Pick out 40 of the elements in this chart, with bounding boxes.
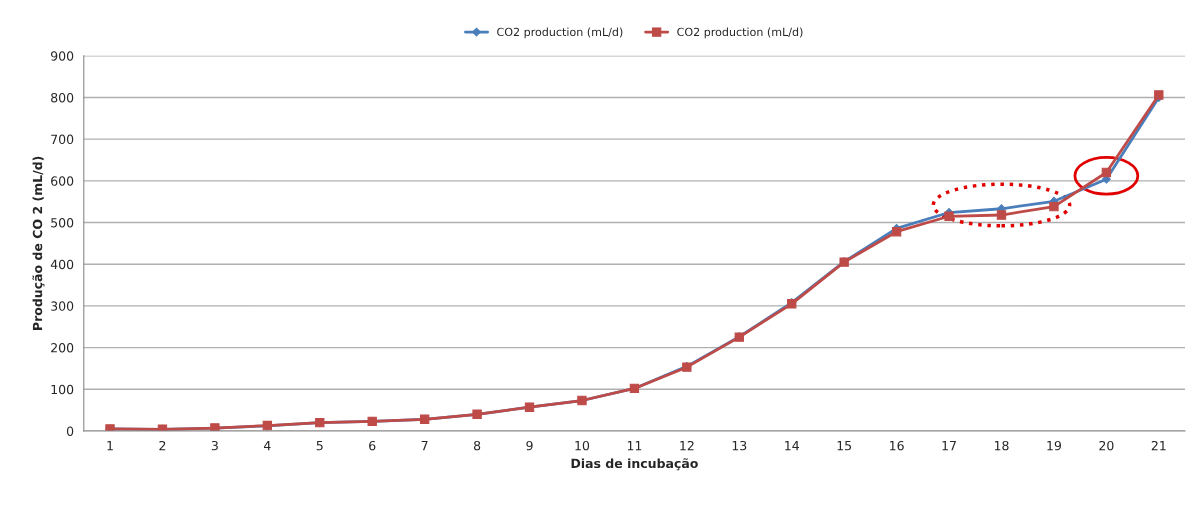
- x-tick-label: 5: [316, 441, 323, 451]
- x-tick-label: 3: [211, 440, 218, 451]
- x-axis-title: Dias de incubação: [571, 458, 698, 471]
- point: [1101, 167, 1112, 178]
- y-tick-label: 800: [51, 92, 74, 103]
- x-tick-label: 14: [785, 441, 799, 451]
- x-tick-label: 2: [159, 440, 166, 451]
- x-tick-label: 11: [627, 441, 642, 451]
- x-tick-label: 19: [1047, 440, 1061, 451]
- y-tick-label: 300: [51, 301, 74, 311]
- legend-label: CO2 production (mL/d): [497, 27, 623, 39]
- x-tick-label: 4: [263, 441, 271, 451]
- y-axis-title: Produção de CO 2 (mL/d): [32, 156, 45, 330]
- x-tick-label: 18: [994, 440, 1009, 451]
- point: [996, 210, 1007, 220]
- y-tick-label: 200: [51, 343, 74, 353]
- y-tick-label: 100: [51, 384, 74, 395]
- x-tick-label: 21: [1151, 440, 1166, 451]
- x-tick-label: 16: [890, 440, 904, 451]
- x-tick-label: 10: [575, 440, 590, 451]
- x-tick-label: 13: [732, 440, 747, 451]
- x-tick-label: 9: [526, 440, 533, 451]
- y-tick-label: 400: [50, 259, 74, 270]
- y-tick-label: 0: [66, 426, 74, 436]
- point: [891, 227, 902, 237]
- y-tick-label: 600: [51, 176, 74, 186]
- y-tick-label: 700: [51, 134, 74, 145]
- y-tick-label: 900: [51, 51, 74, 61]
- x-tick-label: 1: [107, 441, 113, 451]
- point: [944, 211, 954, 221]
- x-tick-label: 17: [942, 441, 956, 451]
- legend-label: CO2 production (mL/d): [677, 27, 803, 39]
- y-tick-label: 500: [51, 217, 74, 228]
- x-tick-label: 20: [1099, 440, 1114, 451]
- x-tick-label: 8: [473, 440, 481, 451]
- x-tick-label: 7: [421, 441, 428, 451]
- x-tick-label: 12: [680, 440, 694, 451]
- x-tick-label: 6: [369, 440, 376, 451]
- x-tick-label: 15: [837, 441, 852, 451]
- point: [1049, 201, 1059, 212]
